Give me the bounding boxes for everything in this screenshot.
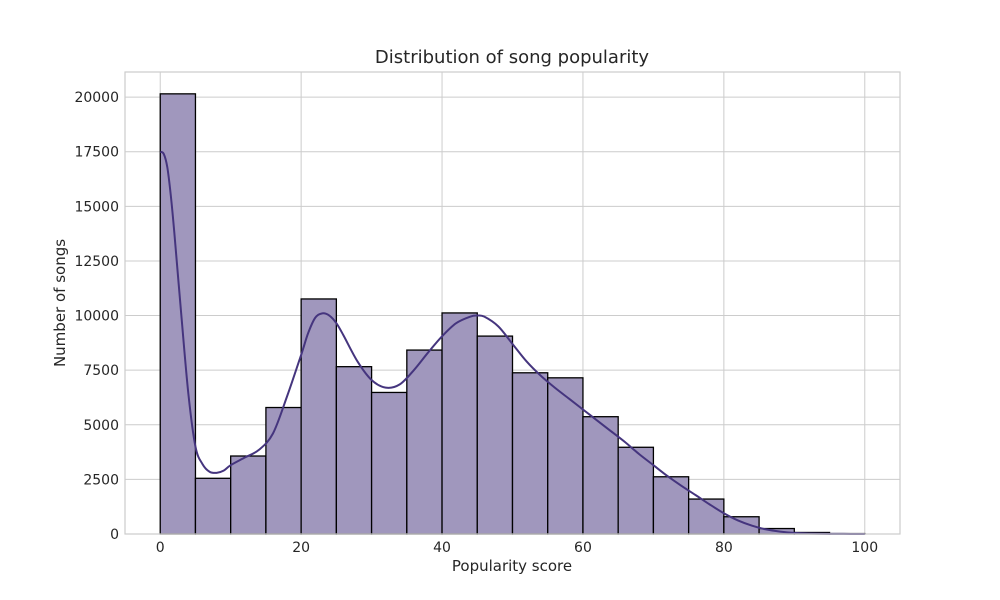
histogram-bar bbox=[335, 366, 373, 535]
chart-title: Distribution of song popularity bbox=[375, 47, 650, 68]
histogram-bar bbox=[159, 93, 197, 535]
x-axis-label: Popularity score bbox=[452, 557, 572, 575]
kde-layer bbox=[159, 150, 865, 535]
grid-layer bbox=[125, 72, 900, 535]
y-tick-label: 15000 bbox=[74, 199, 119, 215]
histogram-bar bbox=[547, 377, 584, 535]
frame-layer bbox=[124, 71, 901, 535]
y-tick-label: 5000 bbox=[83, 418, 119, 434]
histogram-bar bbox=[476, 335, 514, 535]
y-tick-label: 0 bbox=[110, 527, 119, 543]
histogram-bar bbox=[582, 416, 619, 535]
y-tick-label: 12500 bbox=[74, 254, 119, 270]
histogram-bar bbox=[441, 312, 478, 535]
x-tick-label: 60 bbox=[574, 540, 592, 556]
histogram-bar bbox=[300, 298, 338, 535]
kde-curve bbox=[159, 150, 865, 535]
bars-layer bbox=[159, 93, 866, 535]
x-tick-label: 100 bbox=[851, 540, 878, 556]
y-tick-label: 10000 bbox=[74, 309, 119, 325]
histogram-bar bbox=[194, 477, 232, 535]
histogram-bar bbox=[265, 406, 302, 535]
y-tick-label: 20000 bbox=[74, 90, 119, 106]
y-axis-label: Number of songs bbox=[51, 239, 69, 367]
x-tick-label: 20 bbox=[292, 540, 310, 556]
histogram-bar bbox=[406, 349, 443, 535]
histogram-bar bbox=[687, 498, 725, 535]
x-tick-label: 80 bbox=[715, 540, 733, 556]
histogram-bar bbox=[511, 372, 549, 535]
y-tick-labels: 0 2500 5000 7500 10000 12500 15000 17500 20000 bbox=[74, 90, 119, 543]
histogram-bar bbox=[652, 476, 690, 535]
x-tick-labels: 0 20 40 60 80 100 bbox=[156, 540, 878, 556]
histogram-bar bbox=[370, 391, 408, 535]
y-tick-label: 2500 bbox=[83, 472, 119, 488]
y-tick-label: 17500 bbox=[74, 145, 119, 161]
plot-frame bbox=[124, 71, 901, 535]
x-tick-label: 0 bbox=[156, 540, 165, 556]
x-tick-label: 40 bbox=[433, 540, 451, 556]
histogram-bar bbox=[230, 455, 267, 535]
y-tick-label: 7500 bbox=[83, 363, 119, 379]
